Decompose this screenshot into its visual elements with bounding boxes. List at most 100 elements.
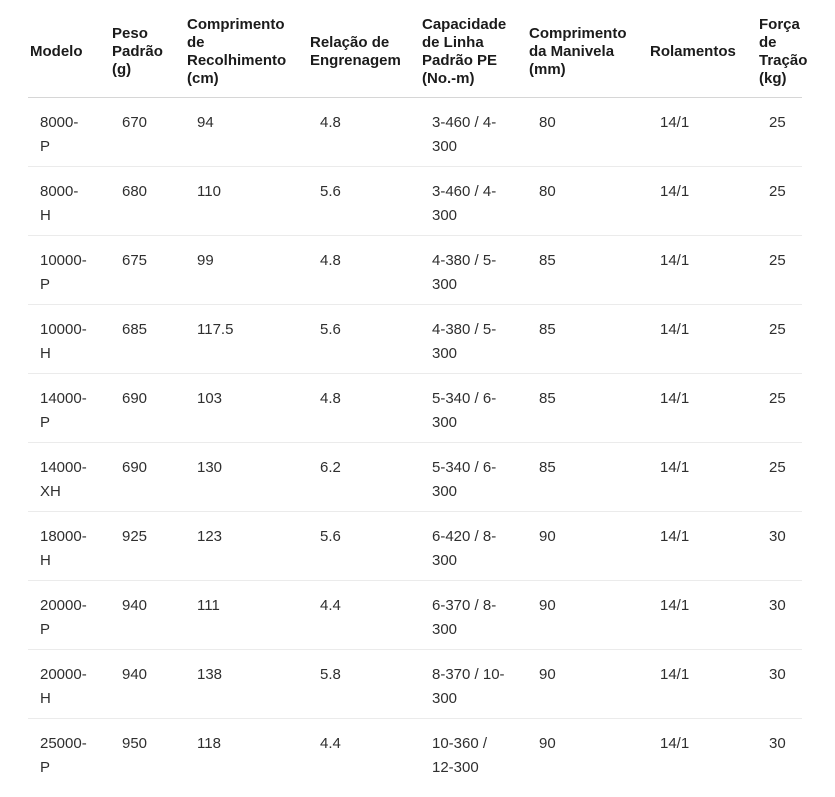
cell-modelo: 14000-XH bbox=[28, 442, 110, 512]
cell-capacidade: 8-370 / 10-300 bbox=[420, 649, 527, 719]
cell-recolhimento: 94 bbox=[185, 97, 308, 167]
cell-modelo: 8000-P bbox=[28, 97, 110, 167]
table-row: 18000-H 925 123 5.6 6-420 / 8-300 90 14/… bbox=[28, 511, 802, 581]
cell-relacao: 4.8 bbox=[308, 373, 420, 443]
cell-recolhimento: 103 bbox=[185, 373, 308, 443]
cell-peso: 675 bbox=[110, 235, 185, 305]
cell-manivela: 80 bbox=[527, 97, 648, 167]
col-header-forca-tracao: Força de Tração (kg) bbox=[757, 0, 807, 98]
table-row: 14000-XH 690 130 6.2 5-340 / 6-300 85 14… bbox=[28, 442, 802, 512]
cell-peso: 680 bbox=[110, 166, 185, 236]
col-header-relacao-engrenagem: Relação de Engrenagem bbox=[308, 0, 420, 98]
cell-manivela: 85 bbox=[527, 235, 648, 305]
cell-manivela: 90 bbox=[527, 511, 648, 581]
cell-tracao: 30 bbox=[757, 511, 802, 581]
cell-tracao: 25 bbox=[757, 235, 802, 305]
cell-tracao: 25 bbox=[757, 442, 802, 512]
cell-rolamentos: 14/1 bbox=[648, 442, 757, 512]
cell-capacidade: 6-370 / 8-300 bbox=[420, 580, 527, 650]
cell-rolamentos: 14/1 bbox=[660, 734, 690, 752]
cell-tracao: 25 bbox=[757, 97, 802, 167]
cell-recolhimento: 110 bbox=[185, 166, 308, 236]
cell-rolamentos: 14/1 bbox=[648, 235, 757, 305]
cell-rolamentos: 14/1 bbox=[648, 166, 757, 236]
cell-rolamentos: 14/1 bbox=[648, 580, 757, 650]
cell-recolhimento: 130 bbox=[185, 442, 308, 512]
table-row: 20000-P 940 111 4.4 6-370 / 8-300 90 14/… bbox=[28, 580, 802, 650]
spec-table-section: Modelo Peso Padrão (g) Comprimento de Re… bbox=[28, 0, 807, 787]
cell-tracao: 25 bbox=[757, 166, 802, 236]
cell-modelo: 14000-P bbox=[28, 373, 110, 443]
table-row: 10000-P 675 99 4.8 4-380 / 5-300 85 14/1… bbox=[28, 235, 802, 305]
cell-capacidade: 3-460 / 4-300 bbox=[420, 97, 527, 167]
cell-rolamentos: 14/1 bbox=[648, 97, 757, 167]
cell-recolhimento: 118 bbox=[197, 734, 221, 752]
cell-peso: 950 bbox=[122, 734, 148, 752]
cell-recolhimento: 138 bbox=[185, 649, 308, 719]
cell-manivela: 90 bbox=[539, 734, 556, 752]
cell-tracao: 30 bbox=[757, 580, 802, 650]
cell-tracao: 25 bbox=[757, 373, 802, 443]
cell-peso: 690 bbox=[110, 442, 185, 512]
col-header-comprimento-recolhimento: Comprimento de Recolhimento (cm) bbox=[185, 0, 308, 98]
cell-capacidade: 5-340 / 6-300 bbox=[420, 442, 527, 512]
col-header-comprimento-manivela: Comprimento da Manivela (mm) bbox=[527, 0, 648, 98]
table-row: 25000-P 950 118 4.4 10-360 / 12-300 90 1… bbox=[28, 718, 802, 787]
cell-recolhimento: 99 bbox=[185, 235, 308, 305]
cell-manivela: 85 bbox=[527, 442, 648, 512]
cell-modelo: 10000-P bbox=[28, 235, 110, 305]
spec-table: Modelo Peso Padrão (g) Comprimento de Re… bbox=[28, 0, 807, 787]
cell-relacao: 5.6 bbox=[308, 511, 420, 581]
cell-modelo: 20000-H bbox=[28, 649, 110, 719]
cell-capacidade: 5-340 / 6-300 bbox=[420, 373, 527, 443]
cell-peso: 690 bbox=[110, 373, 185, 443]
cell-recolhimento: 111 bbox=[185, 580, 308, 650]
cell-modelo: 18000-H bbox=[28, 511, 110, 581]
table-row: 20000-H 940 138 5.8 8-370 / 10-300 90 14… bbox=[28, 649, 802, 719]
cell-capacidade: 4-380 / 5-300 bbox=[420, 235, 527, 305]
table-header-row: Modelo Peso Padrão (g) Comprimento de Re… bbox=[28, 0, 807, 98]
table-row: 8000-H 680 110 5.6 3-460 / 4-300 80 14/1… bbox=[28, 166, 802, 236]
cell-rolamentos: 14/1 bbox=[648, 649, 757, 719]
cell-rolamentos: 14/1 bbox=[648, 511, 757, 581]
cell-relacao: 5.6 bbox=[308, 304, 420, 374]
cell-relacao: 6.2 bbox=[308, 442, 420, 512]
cell-relacao: 4.4 bbox=[320, 734, 341, 752]
cell-manivela: 90 bbox=[527, 649, 648, 719]
cell-tracao: 25 bbox=[757, 304, 802, 374]
table-row: 10000-H 685 117.5 5.6 4-380 / 5-300 85 1… bbox=[28, 304, 802, 374]
cell-relacao: 4.8 bbox=[308, 97, 420, 167]
cell-rolamentos: 14/1 bbox=[648, 373, 757, 443]
table-row: 14000-P 690 103 4.8 5-340 / 6-300 85 14/… bbox=[28, 373, 802, 443]
cell-manivela: 85 bbox=[527, 373, 648, 443]
col-header-peso-padrao: Peso Padrão (g) bbox=[110, 0, 185, 98]
cell-manivela: 85 bbox=[527, 304, 648, 374]
cell-relacao: 5.6 bbox=[308, 166, 420, 236]
cell-modelo: 25000-P bbox=[40, 734, 87, 776]
cell-relacao: 5.8 bbox=[308, 649, 420, 719]
col-header-modelo: Modelo bbox=[28, 0, 110, 98]
cell-tracao: 30 bbox=[757, 649, 802, 719]
cell-modelo: 10000-H bbox=[28, 304, 110, 374]
col-header-capacidade-linha: Capacidade de Linha Padrão PE (No.-m) bbox=[420, 0, 527, 98]
cell-peso: 685 bbox=[110, 304, 185, 374]
cell-peso: 670 bbox=[110, 97, 185, 167]
cell-recolhimento: 123 bbox=[185, 511, 308, 581]
cell-manivela: 90 bbox=[527, 580, 648, 650]
cell-peso: 940 bbox=[110, 649, 185, 719]
cell-rolamentos: 14/1 bbox=[648, 304, 757, 374]
cell-modelo: 20000-P bbox=[28, 580, 110, 650]
cell-peso: 940 bbox=[110, 580, 185, 650]
cell-recolhimento: 117.5 bbox=[185, 304, 308, 374]
cell-relacao: 4.8 bbox=[308, 235, 420, 305]
cell-capacidade: 4-380 / 5-300 bbox=[420, 304, 527, 374]
cell-capacidade: 3-460 / 4-300 bbox=[420, 166, 527, 236]
col-header-rolamentos: Rolamentos bbox=[648, 0, 757, 98]
cell-peso: 925 bbox=[110, 511, 185, 581]
cell-capacidade: 10-360 / 12-300 bbox=[432, 734, 488, 776]
table-row: 8000-P 670 94 4.8 3-460 / 4-300 80 14/1 … bbox=[28, 97, 802, 167]
cell-modelo: 8000-H bbox=[28, 166, 110, 236]
cell-capacidade: 6-420 / 8-300 bbox=[420, 511, 527, 581]
cell-relacao: 4.4 bbox=[308, 580, 420, 650]
cell-tracao: 30 bbox=[769, 734, 786, 752]
